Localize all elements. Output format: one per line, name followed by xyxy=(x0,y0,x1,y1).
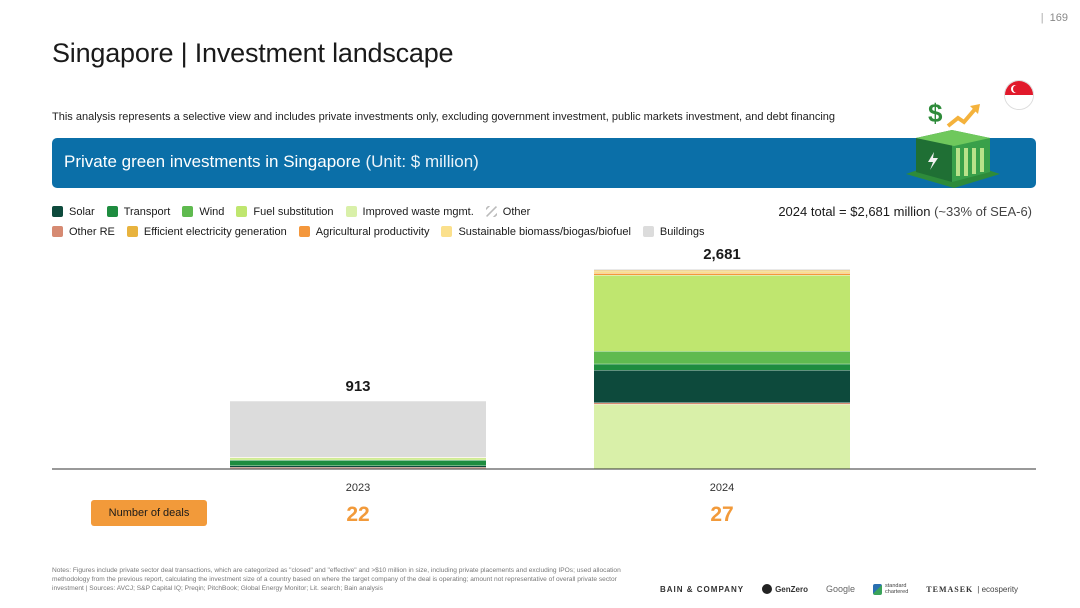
legend-label: Improved waste mgmt. xyxy=(362,205,474,218)
temasek-logo-text: TEMASEK xyxy=(926,584,974,594)
sc-line-2: chartered xyxy=(885,589,909,595)
bar-segment-transport-2024 xyxy=(594,363,850,371)
legend-label: Other xyxy=(502,205,531,218)
x-tick-label-2023: 2023 xyxy=(346,482,370,494)
legend-swatch xyxy=(52,206,63,217)
google-logo: Google xyxy=(825,584,856,594)
legend-item-efficient-electricity: Efficient electricity generation xyxy=(126,225,287,238)
sc-line-1: standard xyxy=(885,583,907,589)
legend-label: Other RE xyxy=(69,225,115,238)
total-main: 2024 total = $2,681 million xyxy=(778,204,931,219)
legend-item-other: Other xyxy=(485,205,531,218)
legend-swatch xyxy=(126,226,138,237)
legend-item-transport: Transport xyxy=(106,205,171,218)
legend-label: Agricultural productivity xyxy=(315,225,430,238)
legend-swatch xyxy=(182,206,194,217)
legend-label: Efficient electricity generation xyxy=(143,225,287,238)
banner-unit: (Unit: $ million) xyxy=(365,152,479,171)
legend-row-2: Other RE Efficient electricity generatio… xyxy=(52,225,717,238)
page-title: Singapore | Investment landscape xyxy=(52,38,454,68)
legend-item-biomass: Sustainable biomass/biogas/biofuel xyxy=(441,225,631,238)
page-number-value: 169 xyxy=(1049,12,1068,24)
bar-segment-fuel-substitution-2023 xyxy=(230,457,486,460)
bar-segment-other-re-2024 xyxy=(594,402,850,405)
bar-segment-sustainable-biomass-biogas-biofuel-2024 xyxy=(594,271,850,274)
legend-swatch xyxy=(52,226,63,237)
hatched-swatch-icon xyxy=(485,206,497,217)
standard-chartered-mark-icon xyxy=(873,583,883,595)
bar-segment-wind-2024 xyxy=(594,351,850,364)
legend-item-buildings: Buildings xyxy=(642,225,705,238)
partner-logos: BAIN & COMPANY GenZero Google standard ch… xyxy=(660,578,1060,600)
legend-item-wind: Wind xyxy=(182,206,224,218)
legend-label: Solar xyxy=(69,205,95,218)
legend-row-1: Solar Transport Wind Fuel substitution I… xyxy=(52,205,717,218)
legend-swatch xyxy=(642,226,654,237)
legend-item-agricultural: Agricultural productivity xyxy=(298,225,430,238)
legend-item-improved-waste: Improved waste mgmt. xyxy=(345,205,474,218)
x-tick-label-2024: 2024 xyxy=(710,482,734,494)
total-note: (~33% of SEA-6) xyxy=(934,204,1032,219)
genzero-mark-icon xyxy=(762,584,773,594)
bar-total-label-2023: 913 xyxy=(345,378,370,395)
legend-label: Buildings xyxy=(659,225,705,238)
legend-label: Fuel substitution xyxy=(253,205,334,218)
legend-swatch xyxy=(441,226,453,237)
bar-segment-solar-2023 xyxy=(230,465,486,468)
bar-segment-efficient-electricity-generation-2024 xyxy=(594,270,850,272)
page-number: | 169 xyxy=(1041,12,1068,24)
svg-text:$: $ xyxy=(928,98,943,128)
footnotes: Notes: Figures include private sector de… xyxy=(52,567,621,592)
bar-segment-other-re-2023 xyxy=(230,467,486,469)
bar-total-label-2024: 2,681 xyxy=(703,246,741,263)
bar-segment-solar-2024 xyxy=(594,370,850,403)
green-investment-icon: $ xyxy=(906,98,1000,188)
bar-segment-buildings-2024 xyxy=(594,269,850,271)
singapore-flag-icon xyxy=(1004,80,1034,110)
deals-count-2024: 27 xyxy=(710,503,733,526)
chart-legend: Solar Transport Wind Fuel substitution I… xyxy=(52,205,717,245)
standard-chartered-logo: standard chartered xyxy=(873,583,908,595)
legend-swatch xyxy=(345,206,357,217)
bar-segment-fuel-substitution-2024 xyxy=(594,275,850,352)
number-of-deals-label: Number of deals xyxy=(91,500,207,526)
legend-item-other-re: Other RE xyxy=(52,226,115,238)
bar-segment-buildings-2023 xyxy=(230,400,486,458)
bain-logo: BAIN & COMPANY xyxy=(660,584,745,594)
legend-swatch xyxy=(236,206,248,217)
temasek-logo: TEMASEK | ecosperity xyxy=(926,585,1018,594)
legend-label: Wind xyxy=(199,205,225,218)
chart-banner: Private green investments in Singapore (… xyxy=(52,98,1036,188)
genzero-logo: GenZero xyxy=(762,584,808,594)
legend-item-solar: Solar xyxy=(52,206,95,218)
page-number-separator: | xyxy=(1040,12,1044,24)
legend-item-fuel-substitution: Fuel substitution xyxy=(236,205,334,218)
ecosperity-logo-text: | ecosperity xyxy=(977,584,1019,594)
bar-segment-improved-waste-mgmt--2024 xyxy=(594,404,850,469)
banner-title: Private green investments in Singapore (… xyxy=(64,152,479,172)
bar-segment-agricultural-productivity-2024 xyxy=(594,273,850,276)
legend-swatch xyxy=(298,226,310,237)
legend-label: Sustainable biomass/biogas/biofuel xyxy=(458,225,631,238)
legend-label: Transport xyxy=(123,205,171,218)
legend-swatch xyxy=(106,206,118,217)
total-annotation: 2024 total = $2,681 million (~33% of SEA… xyxy=(778,204,1032,219)
banner-title-text: Private green investments in Singapore xyxy=(64,152,361,171)
genzero-logo-text: GenZero xyxy=(775,584,808,594)
bar-segment-transport-2023 xyxy=(230,460,486,466)
deals-count-2023: 22 xyxy=(346,503,369,526)
page-subtitle: This analysis represents a selective vie… xyxy=(52,111,836,123)
